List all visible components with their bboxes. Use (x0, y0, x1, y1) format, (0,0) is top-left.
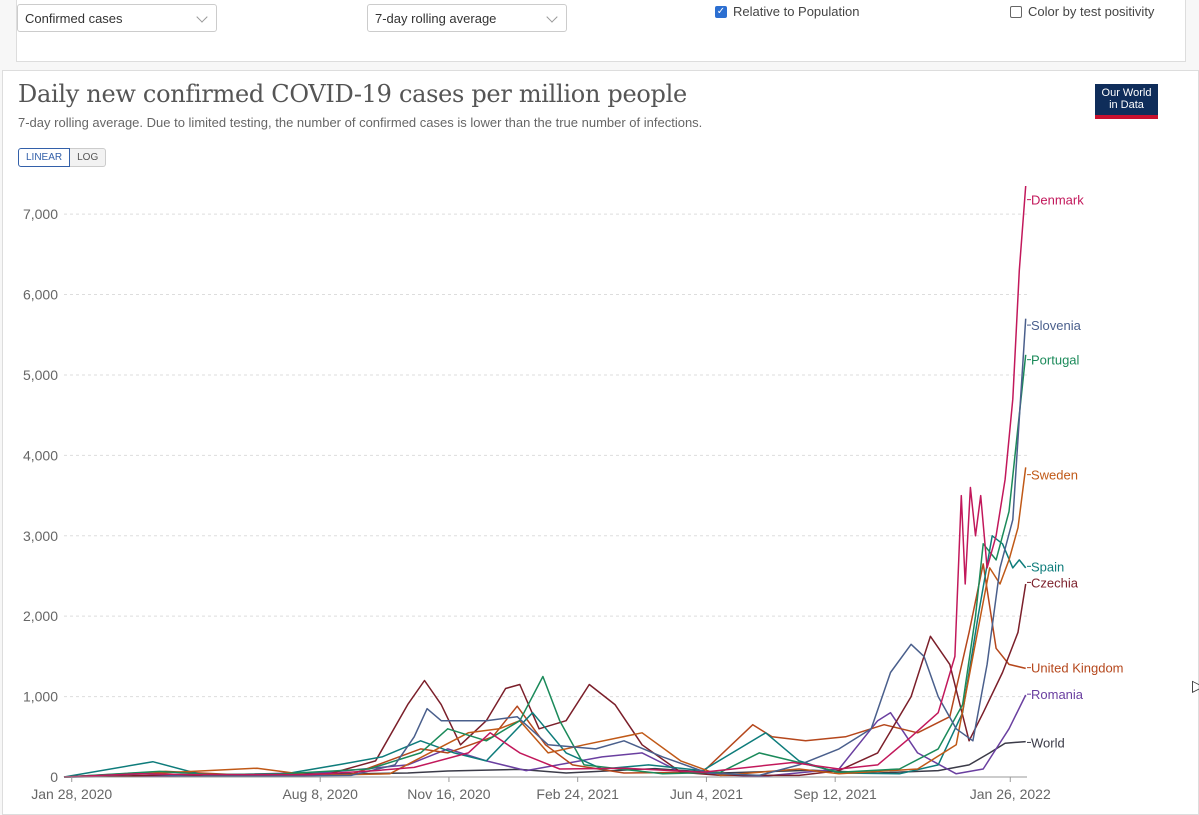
scale-linear-button[interactable]: LINEAR (18, 148, 71, 167)
y-tick-label: 0 (50, 769, 58, 785)
controls-panel: Confirmed cases 7-day rolling average ✓ … (16, 0, 1186, 62)
x-tick-label: Jun 4, 2021 (670, 786, 743, 802)
y-tick-label: 5,000 (23, 367, 58, 383)
y-tick-label: 3,000 (23, 528, 58, 544)
interval-select[interactable]: 7-day rolling average (367, 4, 567, 32)
series-end-label: Portugal (1031, 353, 1080, 368)
mouse-cursor-icon: ▷ (1192, 678, 1199, 695)
series-end-label: Romania (1031, 687, 1084, 702)
y-tick-label: 6,000 (23, 287, 58, 303)
x-tick-label: Aug 8, 2020 (282, 786, 358, 802)
owid-logo-line1: Our World (1101, 87, 1152, 99)
y-tick-label: 4,000 (23, 447, 58, 463)
relative-to-population-label: Relative to Population (733, 4, 860, 19)
series-end-label: Slovenia (1031, 318, 1082, 333)
color-by-positivity-label: Color by test positivity (1028, 4, 1155, 19)
series-end-label: World (1031, 735, 1065, 750)
series-end-label: Spain (1031, 559, 1064, 574)
series-line-denmark (63, 185, 1027, 778)
metric-select-value: Confirmed cases (25, 11, 123, 26)
chart-subtitle: 7-day rolling average. Due to limited te… (18, 115, 703, 130)
x-tick-label: Feb 24, 2021 (536, 786, 619, 802)
x-tick-label: Sep 12, 2021 (794, 786, 878, 802)
x-tick-label: Nov 16, 2020 (407, 786, 490, 802)
series-end-label: Sweden (1031, 468, 1078, 483)
chart-title: Daily new confirmed COVID-19 cases per m… (18, 80, 687, 108)
series-end-label: Denmark (1031, 193, 1084, 208)
series-line-romania (63, 694, 1027, 778)
series-layer (63, 185, 1027, 778)
grid-layer (64, 213, 1027, 698)
metric-select[interactable]: Confirmed cases (17, 4, 217, 32)
owid-logo-line2: in Data (1109, 99, 1144, 111)
interval-select-value: 7-day rolling average (375, 11, 497, 26)
label-layer: Denmark Slovenia Portugal Sweden SpainCzechi… (1027, 193, 1124, 750)
color-by-positivity-toggle[interactable]: Color by test positivity (1010, 4, 1154, 19)
checkbox-unchecked-icon[interactable] (1010, 5, 1022, 18)
series-line-slovenia (63, 318, 1027, 778)
series-line-united-kingdom (63, 563, 1026, 778)
series-line-spain (63, 535, 1027, 778)
y-tick-label: 2,000 (23, 608, 58, 624)
owid-logo[interactable]: Our World in Data (1095, 84, 1158, 119)
series-line-czechia (63, 583, 1027, 778)
scale-log-button[interactable]: LOG (70, 148, 107, 167)
y-tick-label: 1,000 (23, 689, 58, 705)
chart-card (2, 70, 1199, 815)
series-line-portugal (63, 354, 1027, 778)
scale-toggle: LINEAR LOG (18, 148, 107, 167)
series-end-label: United Kingdom (1031, 661, 1124, 676)
checkbox-checked-icon[interactable]: ✓ (715, 5, 727, 18)
series-line-sweden (63, 467, 1027, 778)
series-end-label: Czechia (1031, 575, 1079, 590)
axis-layer: 0 1,000 2,000 3,000 4,000 5,000 6,000 7,000 Jan … (23, 206, 1051, 802)
y-tick-label: 7,000 (23, 206, 58, 222)
relative-to-population-toggle[interactable]: ✓ Relative to Population (715, 4, 859, 19)
x-tick-label: Jan 28, 2020 (31, 786, 112, 802)
x-tick-label: Jan 26, 2022 (970, 786, 1051, 802)
